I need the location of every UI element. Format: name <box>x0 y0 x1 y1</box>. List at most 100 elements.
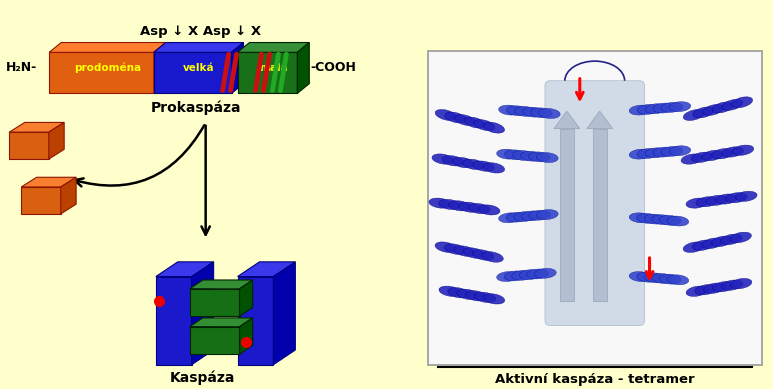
Text: -COOH: -COOH <box>310 61 356 74</box>
Ellipse shape <box>462 159 484 170</box>
Ellipse shape <box>720 234 742 245</box>
Ellipse shape <box>512 270 533 280</box>
Polygon shape <box>22 187 61 214</box>
Ellipse shape <box>629 105 651 115</box>
Polygon shape <box>154 42 243 52</box>
Ellipse shape <box>464 117 485 128</box>
Ellipse shape <box>716 194 737 204</box>
Ellipse shape <box>452 158 474 168</box>
Polygon shape <box>237 52 298 93</box>
Ellipse shape <box>629 213 651 223</box>
Polygon shape <box>189 280 253 289</box>
Polygon shape <box>154 42 165 93</box>
Ellipse shape <box>661 102 683 112</box>
Polygon shape <box>554 111 580 129</box>
Ellipse shape <box>653 147 675 157</box>
Ellipse shape <box>536 210 558 219</box>
Ellipse shape <box>712 149 734 159</box>
Ellipse shape <box>519 270 541 280</box>
Ellipse shape <box>667 216 689 226</box>
Ellipse shape <box>711 236 733 247</box>
Polygon shape <box>298 42 309 93</box>
Ellipse shape <box>659 274 681 284</box>
Ellipse shape <box>483 294 505 304</box>
Ellipse shape <box>683 242 705 252</box>
Ellipse shape <box>653 103 675 113</box>
Text: Prokaspáza: Prokaspáza <box>151 100 241 115</box>
Ellipse shape <box>644 214 666 224</box>
Ellipse shape <box>473 161 495 171</box>
Polygon shape <box>49 52 154 93</box>
FancyBboxPatch shape <box>560 129 574 301</box>
Polygon shape <box>237 42 309 52</box>
Ellipse shape <box>530 108 552 118</box>
Ellipse shape <box>514 212 536 221</box>
Ellipse shape <box>722 99 743 110</box>
Ellipse shape <box>523 107 544 117</box>
Ellipse shape <box>458 202 480 212</box>
Text: Kaspáza: Kaspáza <box>170 371 235 385</box>
Polygon shape <box>237 277 274 364</box>
Ellipse shape <box>652 273 673 284</box>
Ellipse shape <box>637 272 659 282</box>
Ellipse shape <box>652 215 673 225</box>
Ellipse shape <box>499 213 520 223</box>
Ellipse shape <box>505 150 526 160</box>
Ellipse shape <box>468 203 490 214</box>
Ellipse shape <box>659 216 681 225</box>
Text: malá: malá <box>259 63 288 73</box>
Ellipse shape <box>521 211 543 221</box>
Ellipse shape <box>735 191 757 202</box>
Ellipse shape <box>712 102 734 113</box>
Ellipse shape <box>693 107 714 118</box>
Polygon shape <box>156 277 192 364</box>
Ellipse shape <box>703 104 724 116</box>
Polygon shape <box>9 132 49 159</box>
Polygon shape <box>61 177 76 214</box>
Ellipse shape <box>645 148 667 158</box>
Polygon shape <box>192 262 213 364</box>
Text: Aktivní kaspáza - tetramer: Aktivní kaspáza - tetramer <box>495 373 695 385</box>
Ellipse shape <box>463 248 485 258</box>
Ellipse shape <box>478 205 500 215</box>
Ellipse shape <box>637 214 659 223</box>
Ellipse shape <box>536 152 558 163</box>
Ellipse shape <box>475 292 496 303</box>
Ellipse shape <box>529 210 550 220</box>
Ellipse shape <box>669 102 691 112</box>
Ellipse shape <box>730 232 751 243</box>
Ellipse shape <box>512 151 534 161</box>
Ellipse shape <box>482 252 503 262</box>
Ellipse shape <box>686 286 708 296</box>
Ellipse shape <box>506 212 528 222</box>
Ellipse shape <box>695 284 717 295</box>
Ellipse shape <box>474 120 495 131</box>
FancyBboxPatch shape <box>593 129 607 301</box>
Polygon shape <box>156 262 213 277</box>
Ellipse shape <box>683 109 704 121</box>
Ellipse shape <box>644 273 666 283</box>
Polygon shape <box>49 42 165 52</box>
Ellipse shape <box>465 291 487 301</box>
Ellipse shape <box>713 282 734 292</box>
Ellipse shape <box>726 193 747 203</box>
Polygon shape <box>274 262 295 364</box>
Ellipse shape <box>448 287 469 298</box>
Polygon shape <box>237 262 295 277</box>
Ellipse shape <box>432 154 454 164</box>
Text: H₂N-: H₂N- <box>6 61 38 74</box>
Ellipse shape <box>457 289 478 300</box>
Ellipse shape <box>529 152 550 162</box>
Polygon shape <box>189 318 253 327</box>
Ellipse shape <box>731 97 753 108</box>
Ellipse shape <box>444 244 466 254</box>
Ellipse shape <box>439 286 461 296</box>
Ellipse shape <box>534 268 557 278</box>
Ellipse shape <box>439 200 461 210</box>
Ellipse shape <box>499 105 520 115</box>
Ellipse shape <box>722 147 744 157</box>
Polygon shape <box>189 327 240 354</box>
Ellipse shape <box>629 272 651 282</box>
Ellipse shape <box>448 201 471 211</box>
Polygon shape <box>240 318 253 354</box>
